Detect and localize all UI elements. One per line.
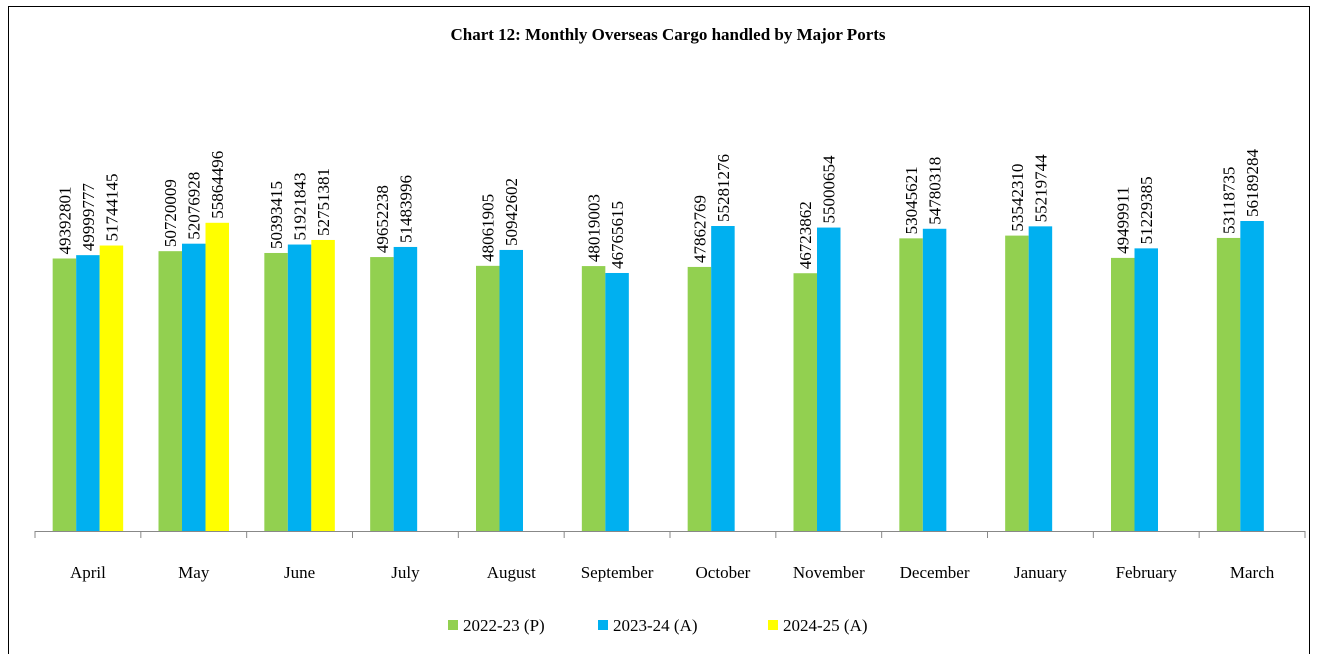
x-tick-label: December <box>900 563 970 582</box>
data-label: 55000654 <box>820 155 839 224</box>
bar <box>922 228 947 531</box>
bar <box>99 245 124 532</box>
data-label: 49652238 <box>373 185 392 253</box>
bar <box>899 238 923 531</box>
bar <box>1216 237 1241 531</box>
data-label: 55219744 <box>1031 154 1050 223</box>
bar <box>52 258 77 531</box>
bar <box>158 251 182 531</box>
legend-label: 2023-24 (A) <box>613 616 698 635</box>
x-tick-label: April <box>70 563 106 582</box>
data-label: 51744145 <box>102 174 121 242</box>
x-tick-label: July <box>391 563 420 582</box>
data-label: 50942602 <box>502 178 521 246</box>
data-label: 51483996 <box>396 175 415 243</box>
data-label: 54780318 <box>926 157 945 225</box>
data-label: 51921843 <box>291 173 310 241</box>
data-label: 49392801 <box>55 186 74 254</box>
bar <box>499 249 523 531</box>
bar <box>1028 226 1053 532</box>
bar <box>1005 235 1029 532</box>
x-tick-label: June <box>284 563 315 582</box>
bar <box>581 266 606 531</box>
x-tick-label: September <box>581 563 654 582</box>
bar <box>1134 248 1158 532</box>
bar <box>370 257 394 531</box>
legend-swatch <box>598 620 608 630</box>
bar <box>264 252 288 531</box>
bar <box>205 222 229 531</box>
bar <box>182 243 206 531</box>
x-tick-label: August <box>487 563 536 582</box>
x-tick-label: May <box>178 563 210 582</box>
x-tick-label: January <box>1014 563 1067 582</box>
data-label: 52751381 <box>314 168 333 236</box>
data-label: 53045621 <box>902 166 921 234</box>
bar <box>687 266 712 531</box>
data-label: 50720009 <box>161 179 180 247</box>
bar <box>605 272 629 531</box>
data-label: 46723862 <box>796 201 815 269</box>
data-label: 49999777 <box>79 183 98 252</box>
x-tick-label: October <box>696 563 751 582</box>
data-label: 50393415 <box>267 181 286 249</box>
bar <box>817 227 841 532</box>
data-label: 49499911 <box>1114 187 1133 254</box>
bar <box>76 255 100 531</box>
bar <box>711 226 735 532</box>
data-label: 55281276 <box>714 154 733 222</box>
data-label: 51229385 <box>1137 176 1156 244</box>
data-label: 48061905 <box>479 194 498 262</box>
chart-title: Chart 12: Monthly Overseas Cargo handled… <box>450 25 885 44</box>
data-label: 48019003 <box>585 194 604 262</box>
legend-label: 2024-25 (A) <box>783 616 868 635</box>
bar <box>476 265 500 531</box>
x-tick-label: February <box>1116 563 1178 582</box>
legend-label: 2022-23 (P) <box>463 616 545 635</box>
x-tick-label: March <box>1230 563 1275 582</box>
data-label: 46765615 <box>608 201 627 269</box>
data-label: 55864496 <box>208 151 227 219</box>
bar <box>311 239 335 531</box>
legend-swatch <box>768 620 778 630</box>
legend-swatch <box>448 620 458 630</box>
bar <box>393 246 418 531</box>
data-label: 56189284 <box>1243 149 1262 218</box>
bar <box>1111 257 1135 531</box>
bar <box>793 273 817 531</box>
data-label: 52076928 <box>185 172 204 240</box>
bar <box>287 244 312 531</box>
data-label: 47862769 <box>690 195 709 263</box>
data-label: 53542310 <box>1008 164 1027 232</box>
data-label: 53118735 <box>1220 167 1239 234</box>
bar <box>1240 221 1264 531</box>
x-tick-label: November <box>793 563 865 582</box>
